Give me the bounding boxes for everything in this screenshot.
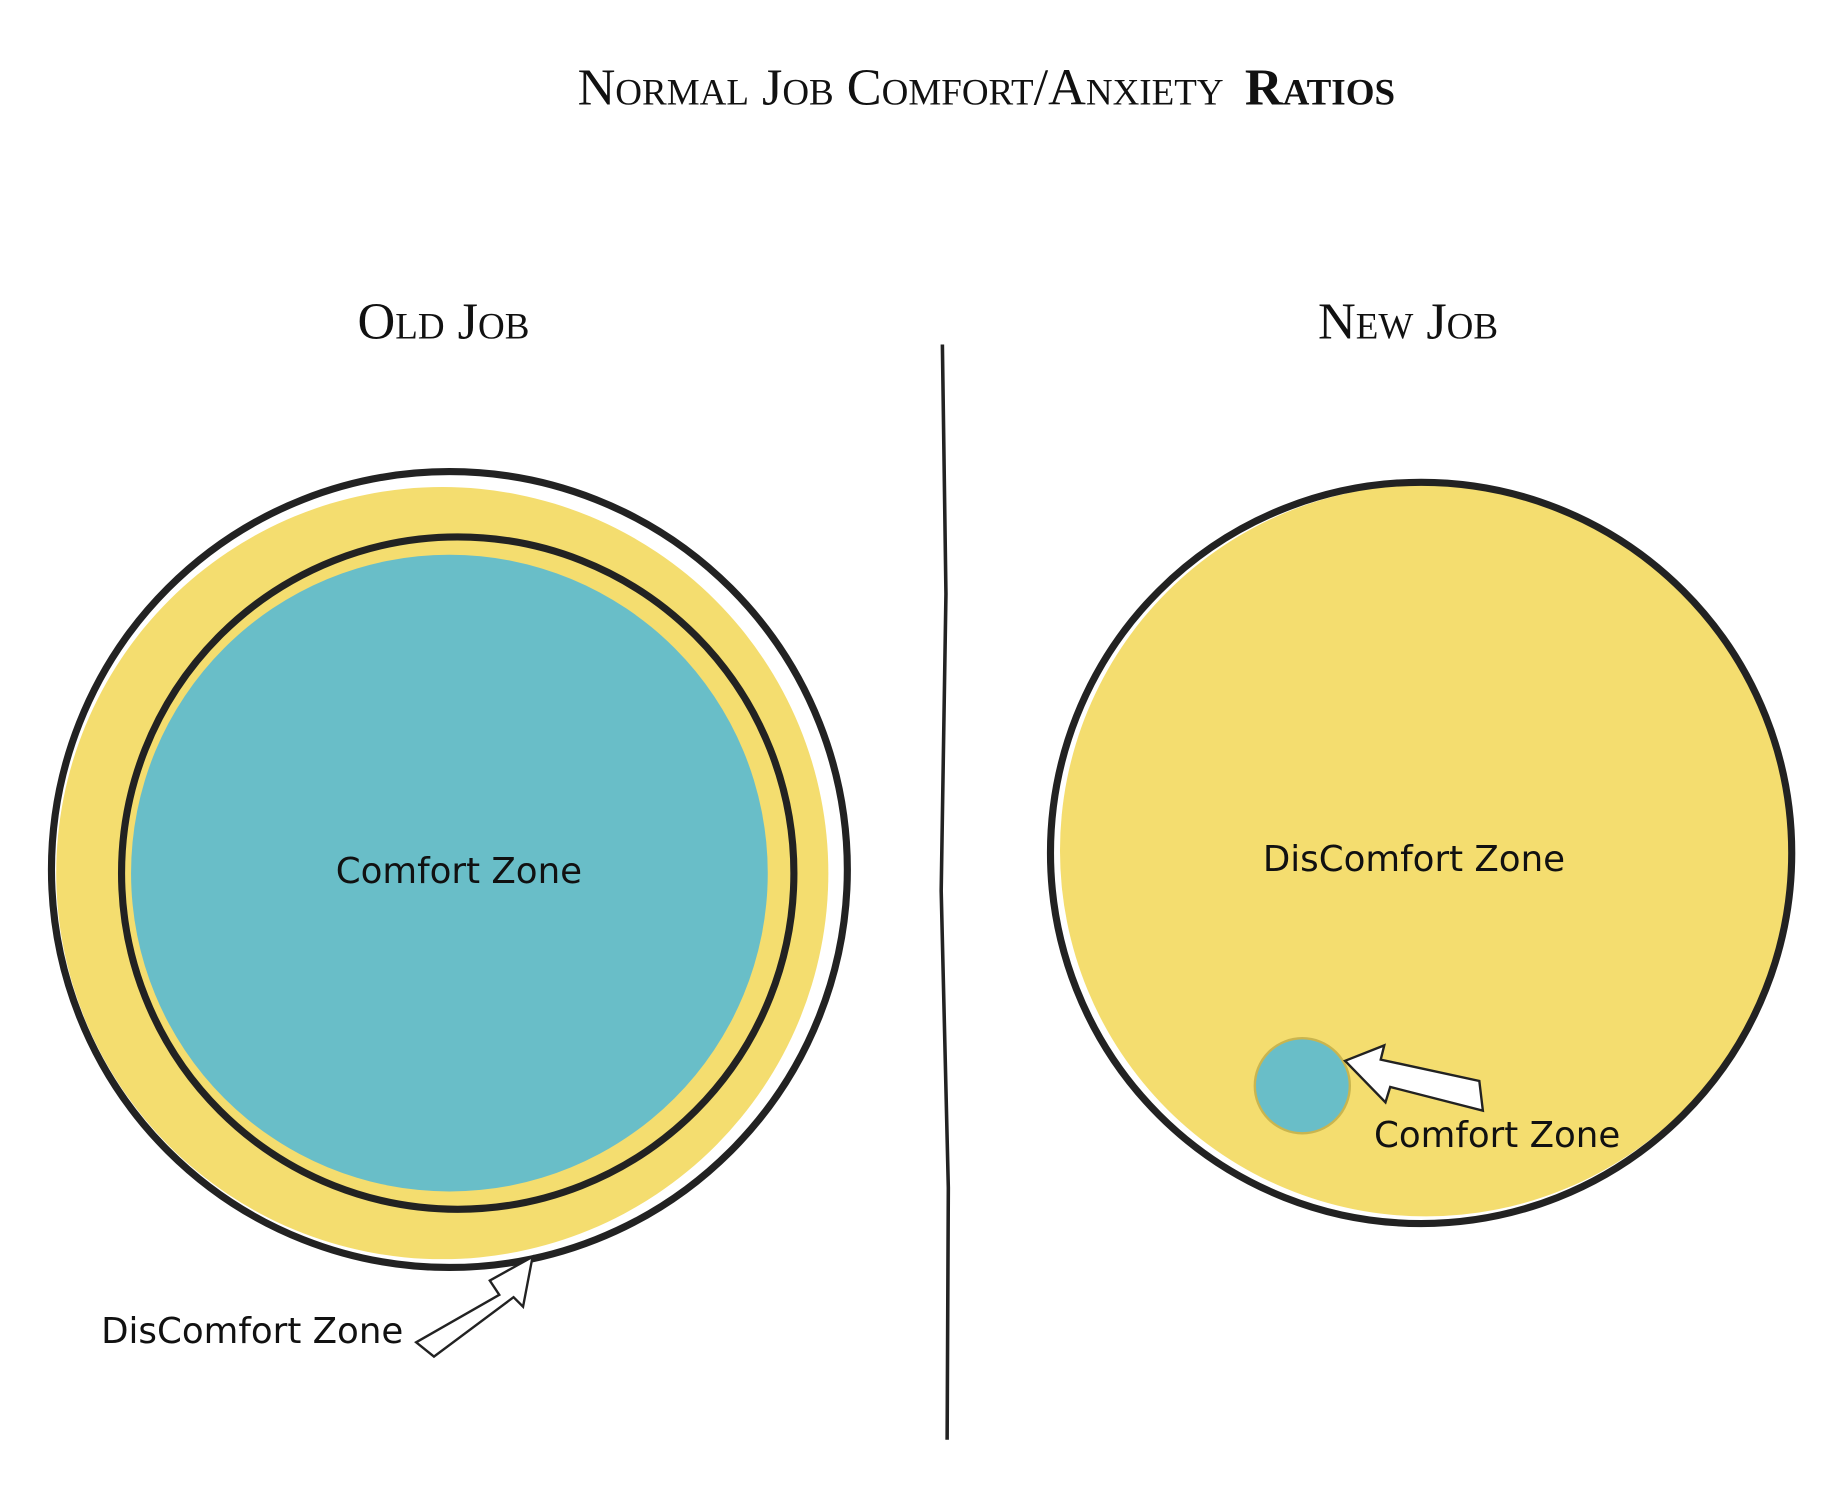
center-label: Comfort Zone [336, 851, 582, 892]
divider [939, 344, 951, 1440]
center-label: DisComfort Zone [1263, 839, 1565, 880]
outer-ring [1046, 478, 1796, 1228]
title-emphasis: Ratios [1245, 59, 1395, 117]
title-text: Normal Job Comfort/Anxiety [578, 59, 1224, 117]
panel-title: New Job [1318, 293, 1498, 351]
inner-zone [1253, 1037, 1352, 1135]
outer-ring [47, 468, 851, 1272]
pointer-label: DisComfort Zone [101, 1311, 403, 1352]
title: Normal Job Comfort/Anxiety Ratios [578, 59, 1396, 117]
pointer-label: Comfort Zone [1374, 1115, 1620, 1156]
arrow [414, 1254, 535, 1359]
arrow [1342, 1043, 1485, 1113]
inner-ring [117, 533, 798, 1213]
panel-title: Old Job [358, 293, 530, 351]
outer-zone [1059, 484, 1792, 1217]
inner-zone [131, 554, 768, 1192]
